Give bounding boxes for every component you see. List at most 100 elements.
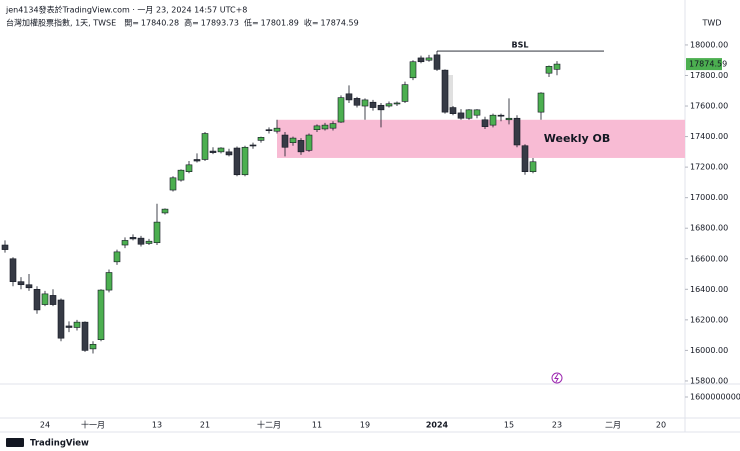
y-tick-label: 15800.00: [690, 376, 728, 385]
candle-body: [145, 240, 153, 244]
candle-body: [553, 63, 561, 70]
candle-body: [345, 93, 353, 101]
x-tick-label: 2024: [426, 421, 449, 430]
y-tick-label: 16800.00: [690, 224, 728, 233]
candle-body: [241, 146, 249, 176]
y-tick-label: 16200.00: [690, 315, 728, 324]
candle-body: [545, 66, 553, 74]
symbol: 台灣加權股票指數, 1天, TWSE: [6, 18, 116, 28]
candle-body: [73, 321, 81, 328]
candle-body: [161, 208, 169, 214]
x-tick-label: 二月: [605, 421, 621, 430]
ohlc-label: 收=: [304, 18, 319, 28]
candle-body: [489, 114, 497, 126]
ohlc-label: 低=: [244, 18, 259, 28]
y-tick-label: 17200.00: [690, 163, 728, 172]
candle-body: [265, 129, 273, 132]
candle-body: [129, 237, 137, 240]
candle-body: [1, 244, 9, 250]
byline: jen4134發表於TradingView.com · 一月 23, 2024 …: [5, 5, 247, 15]
y-tick-label: 16600.00: [690, 254, 728, 263]
candle-body: [297, 140, 305, 153]
ohlc-value: 17874.59: [321, 19, 359, 28]
ohlc-label: 高=: [184, 18, 199, 28]
candle-body: [57, 299, 65, 339]
candle-body: [409, 61, 417, 79]
candle-body: [185, 164, 193, 173]
candle-body: [233, 147, 241, 176]
candle-body: [153, 221, 161, 244]
candle-body: [41, 293, 49, 305]
candle-body: [425, 57, 433, 61]
x-tick-label: 十一月: [81, 420, 105, 430]
candle-body: [457, 112, 465, 119]
x-tick-label: 24: [40, 421, 50, 430]
price-tag-label: 17874.59: [689, 60, 727, 69]
candle-body: [113, 251, 121, 263]
ohlc-value: 17801.89: [261, 19, 299, 28]
candle-body: [273, 127, 281, 132]
x-tick-label: 19: [360, 421, 370, 430]
candle-body: [65, 325, 73, 328]
candle-body: [25, 284, 33, 289]
candle-body: [97, 289, 105, 341]
candle-body: [377, 104, 385, 111]
candle-body: [249, 144, 257, 147]
candle-body: [49, 295, 57, 305]
candle-body: [89, 343, 97, 350]
y-tick-label: 18000.00: [690, 40, 728, 49]
candle-body: [481, 119, 489, 127]
x-tick-label: 21: [200, 421, 210, 430]
candle-body: [465, 109, 473, 119]
candle-body: [433, 54, 441, 70]
x-tick-label: 11: [312, 421, 322, 430]
ohlc-value: 17840.28: [141, 19, 179, 28]
candle-body: [497, 114, 505, 117]
candle-body: [17, 281, 25, 286]
candle-body: [81, 321, 89, 351]
candle-body: [137, 237, 145, 245]
candle-body: [417, 57, 425, 63]
candle-body: [105, 272, 113, 291]
event-bolt: [554, 373, 559, 383]
candle-body: [401, 84, 409, 102]
ohlc-value: 17893.73: [201, 19, 239, 28]
event-icon[interactable]: [551, 372, 563, 384]
candle-body: [537, 92, 545, 113]
y-tick-label: 17000.00: [690, 193, 728, 202]
candle-body: [33, 289, 41, 311]
candle-body: [177, 169, 185, 181]
candle-body: [217, 147, 225, 153]
candle-body: [225, 151, 233, 156]
legend: 台灣加權股票指數, 1天, TWSE 開= 17840.28 高= 17893.73 低=…: [6, 18, 359, 28]
candle-body: [513, 117, 521, 146]
volume-tick-label: 1600000000: [690, 393, 740, 402]
y-tick-label: 16000.00: [690, 346, 728, 355]
candle-body: [305, 134, 313, 151]
candle-body: [209, 150, 217, 153]
candle-body: [193, 159, 201, 162]
y-tick-label: 17600.00: [690, 102, 728, 111]
candle-body: [505, 117, 513, 121]
y-tick-label: 16400.00: [690, 285, 728, 294]
price-tag: [686, 58, 722, 71]
y-tick-label: 17400.00: [690, 132, 728, 141]
y-tick-label: 17800.00: [690, 71, 728, 80]
candle-body: [289, 137, 297, 143]
candle-body: [313, 125, 321, 131]
candle-body: [121, 240, 129, 246]
candle-body: [9, 258, 17, 282]
x-tick-label: 23: [552, 421, 562, 430]
candle-body: [449, 107, 457, 114]
zone: [277, 119, 685, 158]
x-tick-label: 20: [656, 421, 666, 430]
candle-body: [473, 109, 481, 116]
zone-label: Weekly OB: [544, 132, 610, 145]
candle-body: [369, 101, 377, 108]
level-label: BSL: [512, 41, 529, 50]
candle-body: [361, 99, 369, 107]
ohlc-label: 開=: [124, 19, 139, 28]
